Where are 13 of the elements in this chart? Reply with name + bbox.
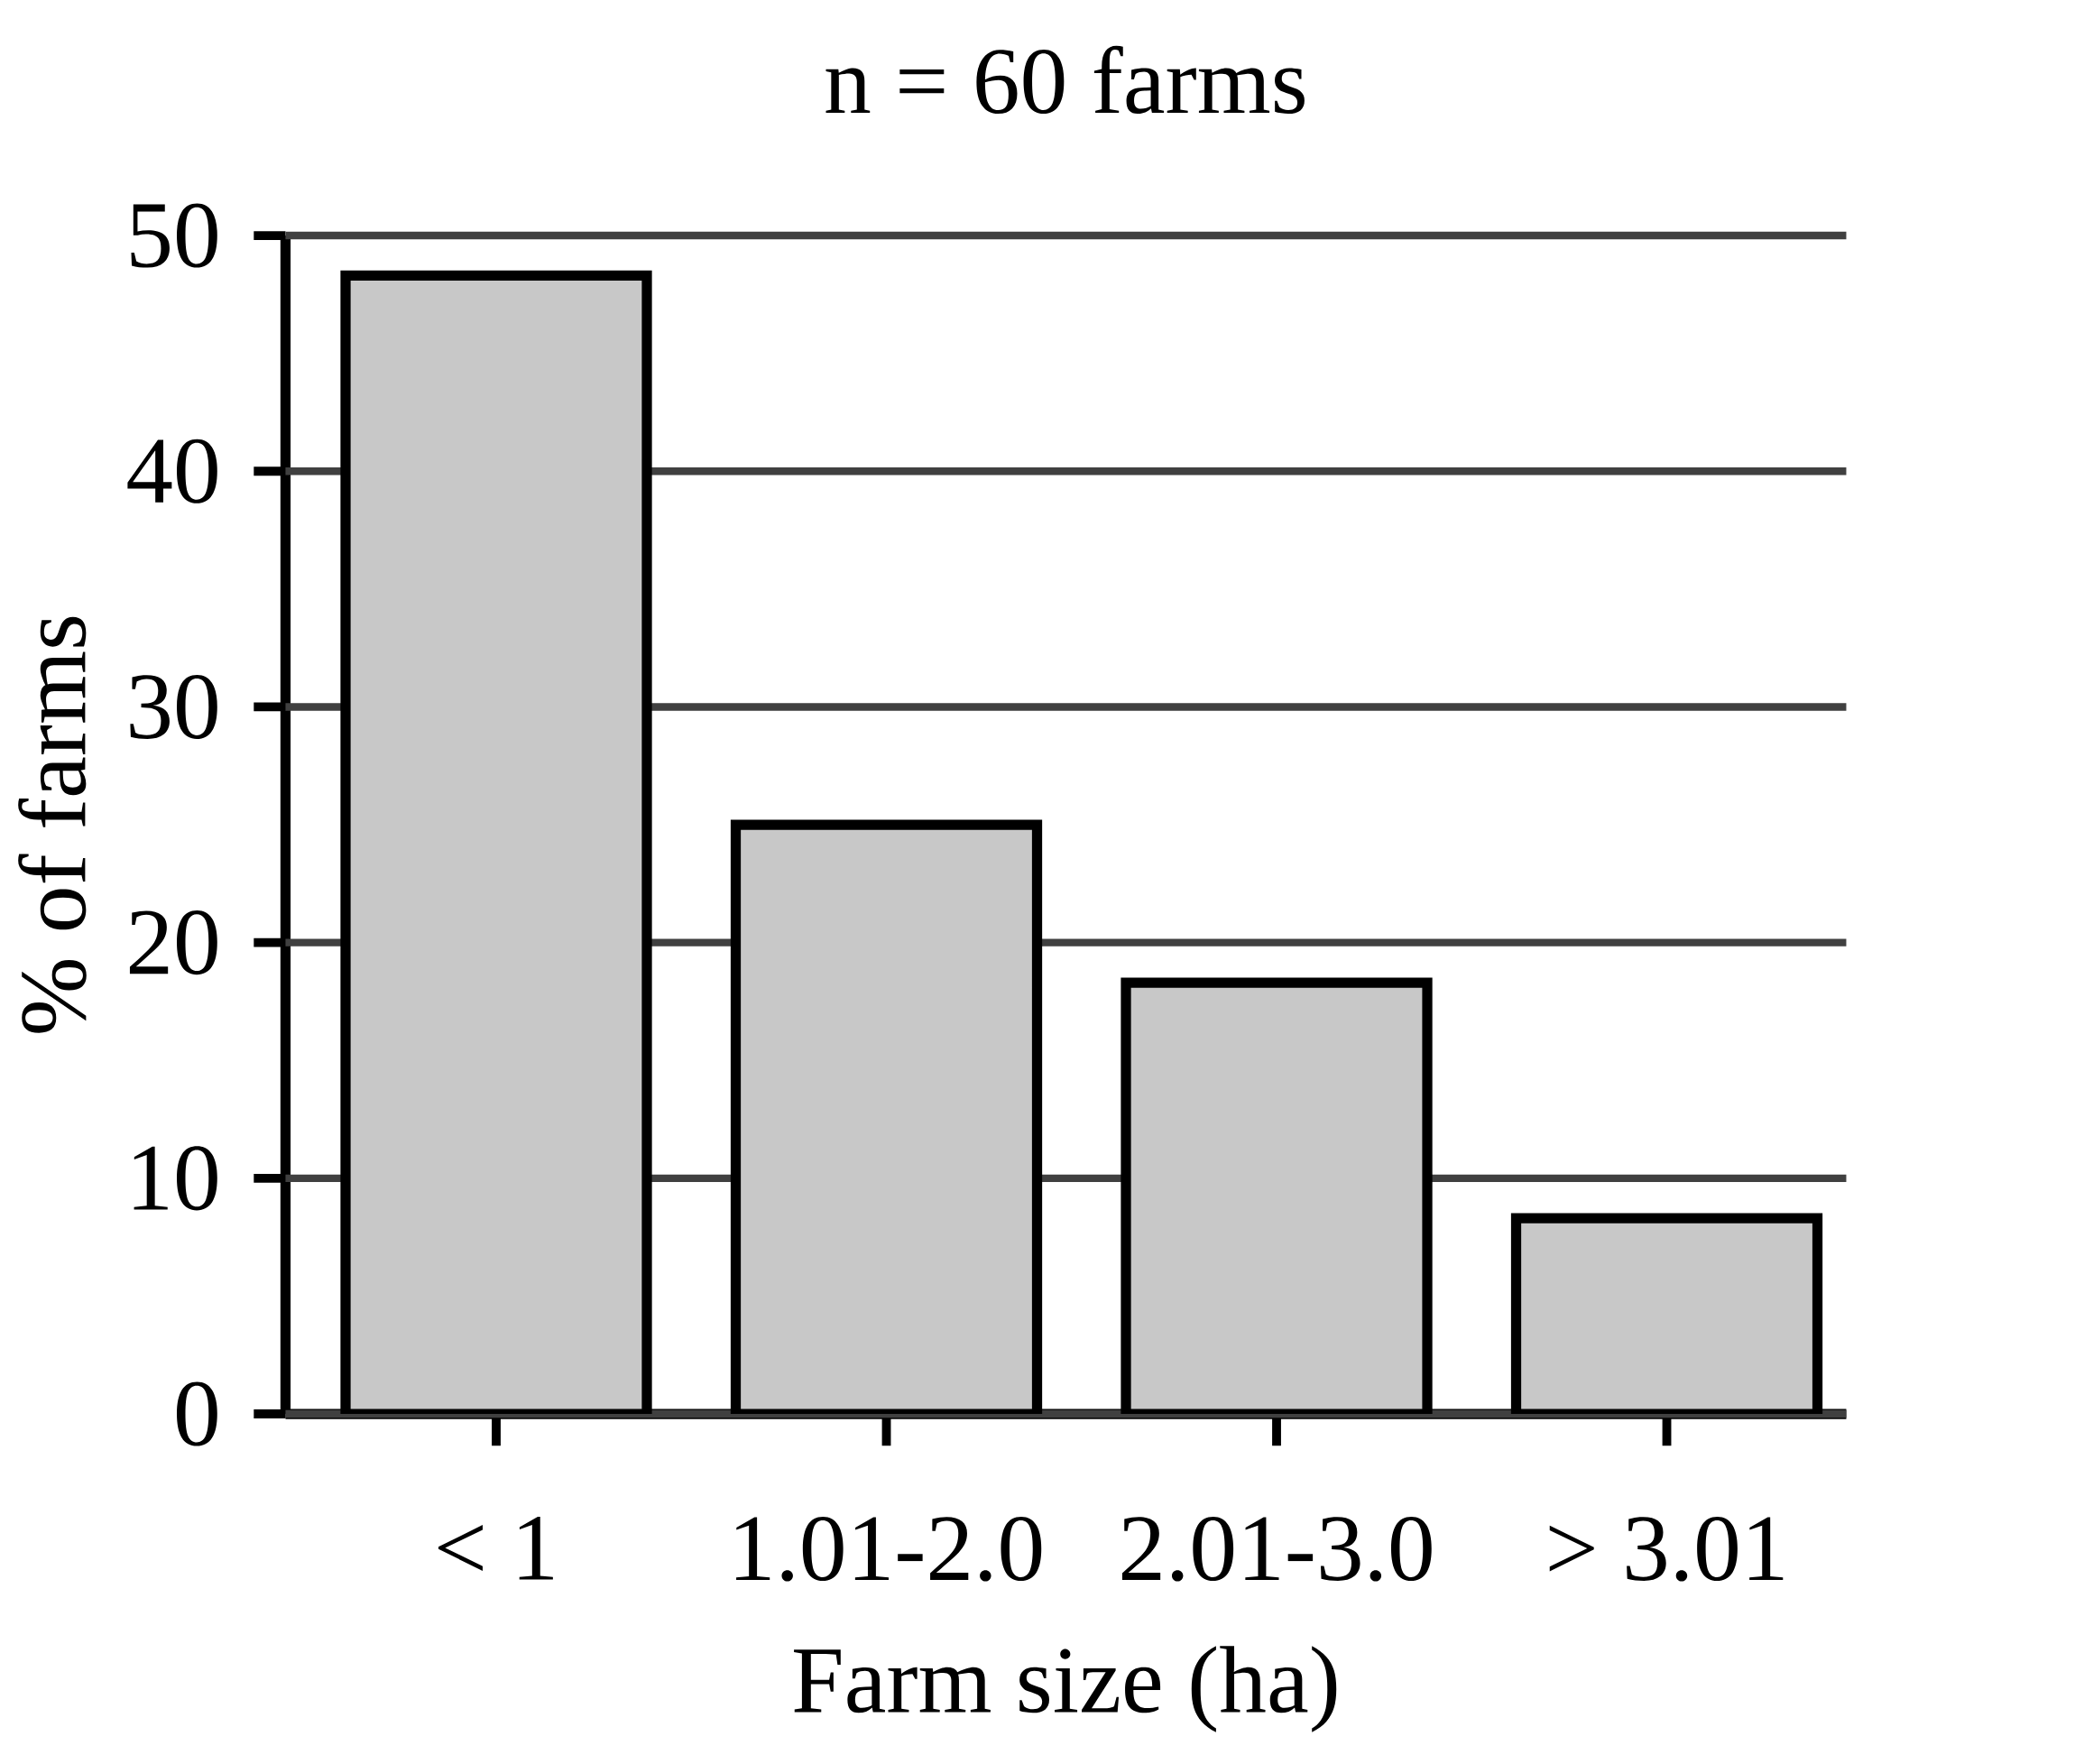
chart-title: n = 60 farms (825, 45, 1305, 115)
y-tick-label: 30 (130, 674, 217, 739)
x-axis-title: Farm size (ha) (794, 1646, 1337, 1732)
y-tick-label: 0 (177, 1381, 217, 1446)
y-axis-title: % of farms (18, 616, 87, 1033)
y-tick-label: 40 (127, 439, 217, 503)
y-tick-label: 10 (134, 1146, 217, 1211)
x-tick-label: < 1 (438, 1516, 553, 1580)
x-tick-label: 2.01-3.0 (1121, 1516, 1432, 1582)
y-tick-label: 20 (129, 910, 217, 975)
x-tick-label: 1.01-2.0 (736, 1516, 1042, 1582)
x-tick-label: > 3.01 (1549, 1516, 1784, 1582)
y-tick-label: 50 (131, 203, 217, 268)
